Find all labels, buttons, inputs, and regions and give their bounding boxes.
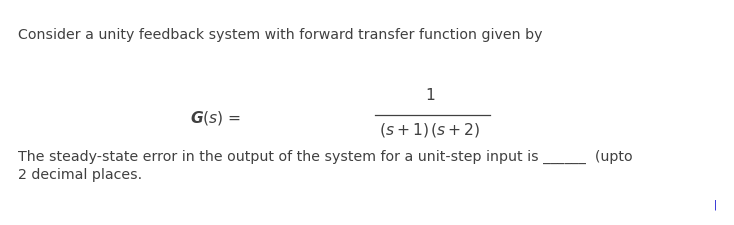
Text: |: | — [713, 200, 716, 210]
Text: 1: 1 — [425, 88, 435, 103]
Text: The steady-state error in the output of the system for a unit-step input is ____: The steady-state error in the output of … — [18, 150, 633, 164]
Text: Consider a unity feedback system with forward transfer function given by: Consider a unity feedback system with fo… — [18, 28, 542, 42]
Text: 2 decimal places.: 2 decimal places. — [18, 168, 142, 182]
Text: $(s+1)\,(s+2)$: $(s+1)\,(s+2)$ — [379, 121, 481, 139]
Text: $\bfit{G}$($s$) =: $\bfit{G}$($s$) = — [190, 109, 241, 127]
